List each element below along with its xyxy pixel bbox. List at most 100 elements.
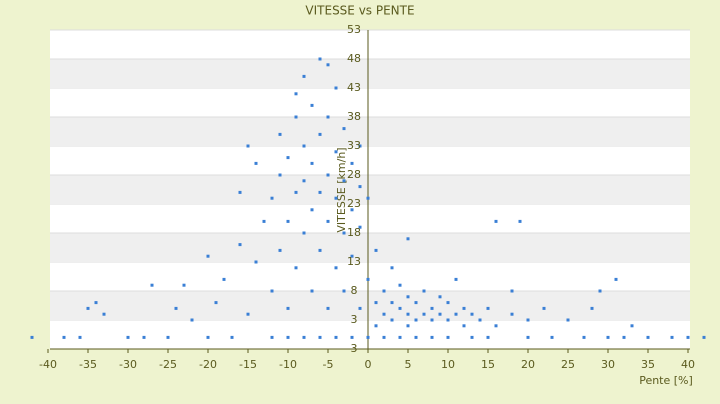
- point: [446, 318, 450, 322]
- point: [486, 335, 490, 339]
- point: [366, 277, 370, 281]
- point: [462, 324, 466, 328]
- point: [414, 301, 418, 305]
- point: [526, 318, 530, 322]
- y-tick-label: 38: [347, 110, 361, 123]
- point: [86, 306, 90, 310]
- point: [326, 63, 330, 67]
- point: [366, 196, 370, 200]
- point: [646, 335, 650, 339]
- y-tick-label: 53: [347, 23, 361, 36]
- point: [598, 289, 602, 293]
- point: [318, 57, 322, 61]
- grid-band: [50, 291, 690, 320]
- point: [302, 231, 306, 235]
- point: [246, 312, 250, 316]
- point: [270, 335, 274, 339]
- point: [30, 335, 34, 339]
- x-tick-label: 0: [365, 358, 372, 371]
- x-tick-label: -30: [119, 358, 137, 371]
- point: [382, 289, 386, 293]
- point: [286, 306, 290, 310]
- point: [94, 301, 98, 305]
- y-tick-label: 23: [347, 197, 361, 210]
- y-tick-label: 18: [347, 226, 361, 239]
- point: [286, 156, 290, 160]
- point: [510, 289, 514, 293]
- y-tick-label: 8: [351, 284, 358, 297]
- point: [190, 318, 194, 322]
- point: [430, 306, 434, 310]
- x-tick-label: 20: [521, 358, 535, 371]
- point: [302, 74, 306, 78]
- point: [406, 237, 410, 241]
- point: [262, 219, 266, 223]
- point: [358, 144, 362, 148]
- point: [390, 266, 394, 270]
- point: [406, 324, 410, 328]
- point: [246, 144, 250, 148]
- point: [318, 248, 322, 252]
- point: [206, 335, 210, 339]
- x-tick-label: -35: [79, 358, 97, 371]
- point: [398, 283, 402, 287]
- point: [446, 335, 450, 339]
- point: [406, 295, 410, 299]
- x-tick-label: -40: [39, 358, 57, 371]
- point: [342, 231, 346, 235]
- x-tick-label: -5: [323, 358, 334, 371]
- x-tick-label: -20: [199, 358, 217, 371]
- point: [494, 219, 498, 223]
- x-tick-label: 15: [481, 358, 495, 371]
- x-tick-label: 30: [601, 358, 615, 371]
- point: [326, 173, 330, 177]
- point: [590, 306, 594, 310]
- x-tick-label: 25: [561, 358, 575, 371]
- point: [166, 335, 170, 339]
- point: [294, 115, 298, 119]
- point: [622, 335, 626, 339]
- point: [670, 335, 674, 339]
- point: [222, 277, 226, 281]
- point: [318, 335, 322, 339]
- point: [542, 306, 546, 310]
- x-tick-label: -25: [159, 358, 177, 371]
- point: [350, 161, 354, 165]
- point: [518, 219, 522, 223]
- x-tick-label: 40: [681, 358, 695, 371]
- x-tick-label: -10: [279, 358, 297, 371]
- point: [430, 335, 434, 339]
- point: [358, 306, 362, 310]
- point: [214, 301, 218, 305]
- point: [470, 335, 474, 339]
- point: [342, 127, 346, 131]
- y-axis-title: VITESSE [km/h]: [335, 147, 348, 232]
- point: [206, 254, 210, 258]
- point: [486, 306, 490, 310]
- point: [270, 289, 274, 293]
- x-axis-title: Pente [%]: [639, 374, 693, 387]
- point: [390, 318, 394, 322]
- point: [254, 161, 258, 165]
- y-tick-label: 48: [347, 52, 361, 65]
- point: [326, 115, 330, 119]
- point: [334, 266, 338, 270]
- point: [310, 208, 314, 212]
- point: [390, 301, 394, 305]
- y-tick-label: 43: [347, 81, 361, 94]
- x-tick-label: 5: [405, 358, 412, 371]
- point: [334, 335, 338, 339]
- point: [526, 335, 530, 339]
- grid-band: [50, 175, 690, 204]
- point: [374, 248, 378, 252]
- point: [566, 318, 570, 322]
- point: [350, 208, 354, 212]
- point: [606, 335, 610, 339]
- point: [550, 335, 554, 339]
- point: [302, 144, 306, 148]
- point: [78, 335, 82, 339]
- point: [350, 254, 354, 258]
- point: [510, 312, 514, 316]
- point: [310, 103, 314, 107]
- point: [318, 190, 322, 194]
